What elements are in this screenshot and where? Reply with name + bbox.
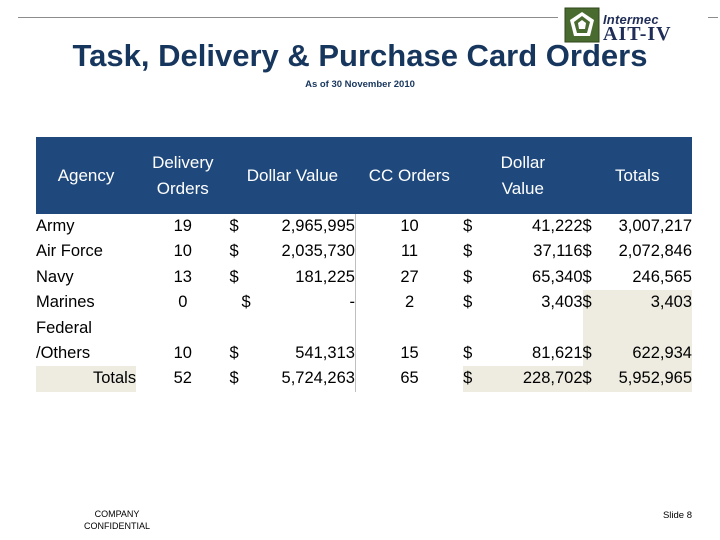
amount: 5,724,263: [281, 369, 355, 388]
currency-symbol: $: [582, 267, 592, 286]
cc-orders-cell: 11: [355, 239, 464, 265]
totals-cell: $246,565: [582, 264, 692, 291]
table-header-row: Agency Delivery Orders Dollar Value CC O…: [36, 137, 692, 214]
currency-symbol: $: [241, 293, 251, 312]
currency-symbol: $: [582, 344, 592, 363]
agency-line: Federal: [36, 318, 92, 337]
header-delivery-orders: Delivery Orders: [136, 137, 230, 214]
cc-dollar-value-cell: $37,116: [463, 239, 583, 265]
amount: 622,934: [632, 344, 692, 363]
currency-symbol: $: [463, 344, 473, 363]
amount: 246,565: [632, 267, 692, 286]
amount: 65,340: [532, 267, 583, 286]
amount: 5,952,965: [618, 369, 692, 388]
dollar-value-cell: $2,035,730: [229, 239, 356, 265]
currency-symbol: $: [229, 267, 239, 286]
agency-line: /Others: [36, 344, 91, 363]
header-totals: Totals: [582, 137, 692, 214]
table-row: Army 19 $2,965,995 10 $41,222 $3,007,217: [36, 214, 692, 240]
amount: -: [349, 293, 355, 312]
amount: 41,222: [532, 217, 583, 235]
dollar-value-cell: $ -: [229, 290, 356, 316]
currency-symbol: $: [463, 242, 473, 261]
orders-table: Agency Delivery Orders Dollar Value CC O…: [36, 137, 692, 392]
dollar-value-total: $5,724,263: [229, 366, 356, 392]
cc-orders-cell: 15: [355, 315, 464, 367]
page-subtitle: As of 30 November 2010: [305, 79, 415, 90]
header-cc-dollar-value: Dollar Value: [463, 137, 583, 214]
dollar-value-cell: $181,225: [229, 264, 356, 291]
table-row: Marines 0 $ - 2 $3,403 $3,403: [36, 290, 692, 316]
currency-symbol: $: [463, 267, 473, 286]
header-agency: Agency: [36, 137, 137, 214]
amount: 3,403: [541, 293, 583, 312]
delivery-orders-cell: 19: [136, 214, 230, 240]
amount: 181,225: [295, 267, 355, 286]
currency-symbol: $: [582, 242, 592, 261]
amount: 3,007,217: [618, 217, 692, 235]
cc-dollar-value-cell: $41,222: [463, 214, 583, 240]
agency-cell: Navy: [36, 264, 137, 291]
table-row: Navy 13 $181,225 27 $65,340 $246,565: [36, 264, 692, 291]
currency-symbol: $: [463, 217, 473, 235]
top-rule-right: [708, 17, 718, 18]
amount: 541,313: [295, 344, 355, 363]
totals-cell: $622,934: [582, 315, 692, 367]
currency-symbol: $: [582, 217, 592, 235]
amount: 81,621: [532, 344, 583, 363]
table-row: Federal/Others 10 $541,313 15 $81,621 $6…: [36, 315, 692, 367]
agency-cell: Federal/Others: [36, 315, 137, 367]
amount: 3,403: [650, 293, 692, 312]
agency-cell: Army: [36, 214, 137, 240]
cc-orders-cell: 27: [355, 264, 464, 291]
footer-confidential: COMPANY CONFIDENTIAL: [83, 509, 150, 531]
currency-symbol: $: [229, 344, 239, 363]
cc-dollar-value-total: $228,702: [463, 366, 583, 392]
currency-symbol: $: [229, 242, 239, 261]
cc-dollar-value-cell: $81,621: [463, 315, 583, 367]
pentagon-emblem-icon: [564, 7, 600, 43]
grand-total: $5,952,965: [582, 366, 692, 392]
cc-orders-cell: 10: [355, 214, 464, 240]
delivery-orders-cell: 0: [136, 290, 230, 316]
agency-cell: Air Force: [36, 239, 137, 265]
delivery-orders-cell: 10: [136, 239, 230, 265]
totals-cell: $3,403: [582, 290, 692, 316]
totals-cell: $3,007,217: [582, 214, 692, 240]
amount: 228,702: [522, 369, 583, 388]
dollar-value-cell: $2,965,995: [229, 214, 356, 240]
cc-orders-cell: 2: [355, 290, 464, 316]
currency-symbol: $: [229, 369, 239, 388]
amount: 37,116: [533, 242, 583, 261]
amount: 2,072,846: [618, 242, 692, 261]
currency-symbol: $: [463, 293, 473, 312]
top-rule: [18, 17, 558, 18]
company-logo: Intermec AIT-IV: [562, 4, 712, 46]
cc-dollar-value-cell: $3,403: [463, 290, 583, 316]
logo-brand-text: Intermec: [603, 12, 659, 27]
totals-label: Totals: [36, 366, 137, 392]
slide-number: Slide 8: [662, 510, 692, 521]
cc-orders-total: 65: [355, 366, 464, 392]
page-title: Task, Delivery & Purchase Card Orders: [72, 38, 648, 73]
header-dollar-value: Dollar Value: [229, 137, 356, 214]
currency-symbol: $: [463, 369, 473, 388]
amount: 2,965,995: [281, 217, 355, 235]
currency-symbol: $: [582, 293, 592, 312]
amount: 2,035,730: [281, 242, 355, 261]
delivery-orders-cell: 10: [136, 315, 230, 367]
agency-cell: Marines: [36, 290, 137, 316]
currency-symbol: $: [229, 217, 239, 235]
currency-symbol: $: [582, 369, 592, 388]
dollar-value-cell: $541,313: [229, 315, 356, 367]
table-row: Air Force 10 $2,035,730 11 $37,116 $2,07…: [36, 239, 692, 265]
totals-row: Totals 52 $5,724,263 65 $228,702 $5,952,…: [36, 366, 692, 392]
logo-tag-text: AIT-IV: [603, 23, 672, 45]
delivery-orders-cell: 13: [136, 264, 230, 291]
cc-dollar-value-cell: $65,340: [463, 264, 583, 291]
delivery-orders-total: 52: [136, 366, 230, 392]
totals-cell: $2,072,846: [582, 239, 692, 265]
header-cc-orders: CC Orders: [355, 137, 464, 214]
